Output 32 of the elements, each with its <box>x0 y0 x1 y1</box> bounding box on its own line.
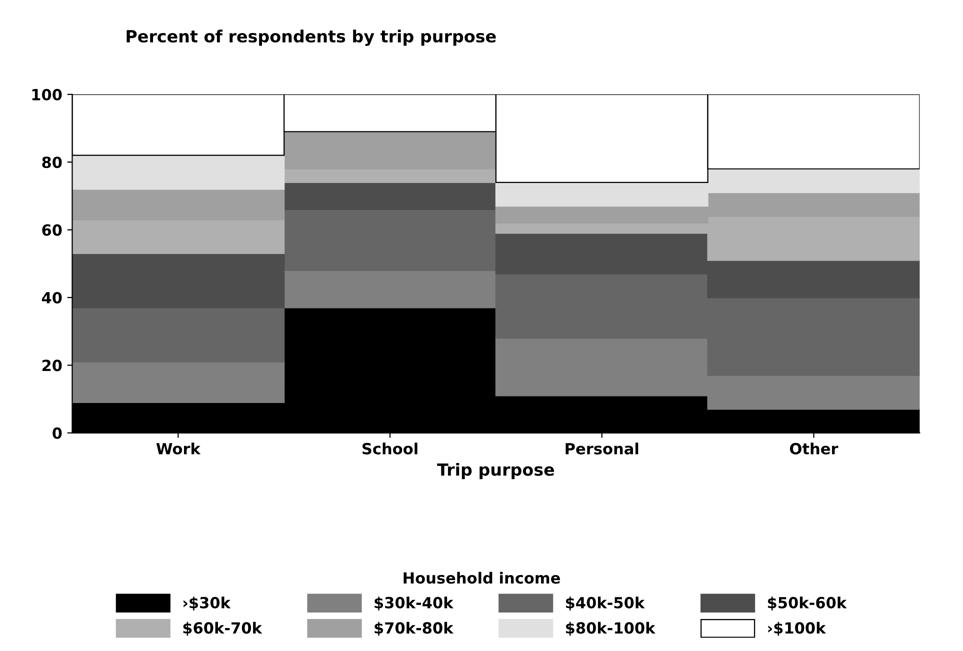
x-axis-title: Trip purpose <box>437 462 554 480</box>
x-tick-label: Other <box>790 442 838 454</box>
bar <box>284 168 496 183</box>
bar <box>72 154 285 190</box>
legend-label: ›$30k <box>184 596 231 610</box>
bar <box>284 131 496 170</box>
bar <box>72 307 285 362</box>
y-tick-label: 40 <box>42 292 62 304</box>
legend-label: $50k-60k <box>768 596 847 610</box>
legend-label: $60k-70k <box>183 622 262 636</box>
bar <box>284 182 496 210</box>
y-tick-label: 80 <box>42 156 62 168</box>
bar <box>72 219 285 254</box>
legend-label: ›$100k <box>768 622 826 636</box>
bar <box>284 208 496 271</box>
chart-title: Percent of respondents by trip purpose <box>126 30 496 46</box>
legend-label: $80k-100k <box>566 622 656 636</box>
legend-title: Household income <box>404 572 560 584</box>
legend-label: $40k-50k <box>566 596 645 610</box>
bar <box>72 361 285 404</box>
y-tick-label: 20 <box>42 360 62 372</box>
x-tick-label: Personal <box>566 442 638 454</box>
y-tick-label: 100 <box>32 88 62 100</box>
bar <box>72 252 285 308</box>
y-tick-label: 60 <box>42 224 62 236</box>
bar <box>284 270 496 308</box>
legend-label: $30k-40k <box>374 596 454 610</box>
bar <box>72 188 285 220</box>
x-tick-label: School <box>362 442 418 454</box>
legend-label: $70k-80k <box>374 622 454 636</box>
y-tick-label: 0 <box>52 427 62 439</box>
x-tick-label: Work <box>156 442 201 454</box>
